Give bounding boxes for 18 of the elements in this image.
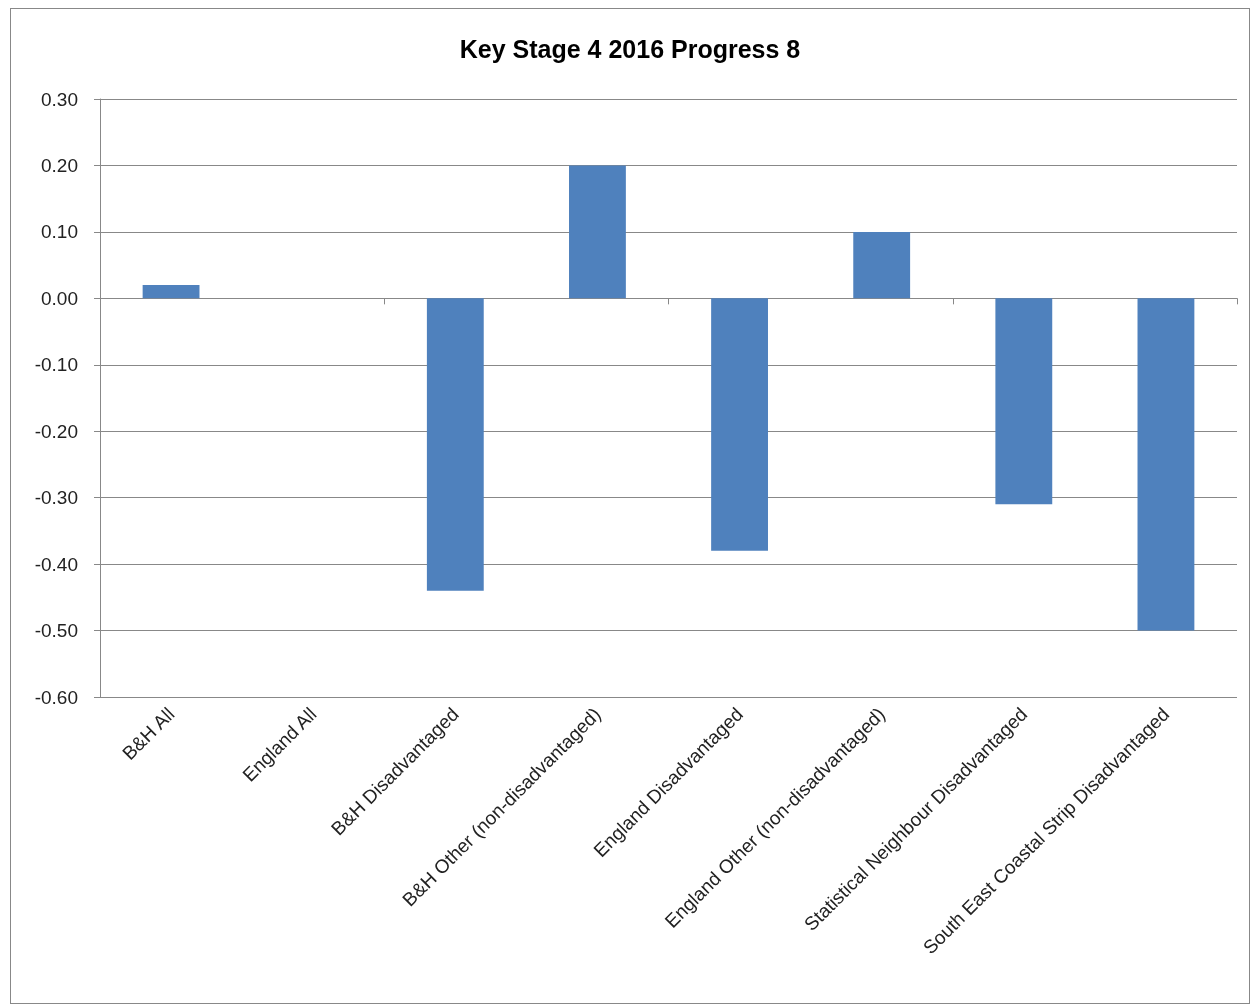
y-tick-label: -0.60 [34, 686, 78, 708]
y-tick-label: -0.40 [34, 553, 78, 575]
bar [711, 298, 768, 551]
y-tick-label: 0.20 [41, 154, 78, 176]
y-tick-label: -0.10 [34, 354, 78, 376]
y-tick-label: -0.30 [34, 487, 78, 509]
y-tick-label: 0.30 [41, 88, 78, 110]
chart-title: Key Stage 4 2016 Progress 8 [459, 34, 801, 63]
y-tick-label: -0.50 [34, 620, 78, 642]
y-tick-label: 0.10 [41, 221, 78, 243]
bar [853, 231, 911, 299]
bar [426, 298, 484, 591]
bar [142, 285, 200, 299]
bar [1137, 298, 1195, 631]
y-tick-label: 0.00 [41, 287, 78, 309]
bar [569, 165, 626, 299]
bar [995, 298, 1053, 505]
y-tick-label: -0.20 [34, 420, 78, 442]
